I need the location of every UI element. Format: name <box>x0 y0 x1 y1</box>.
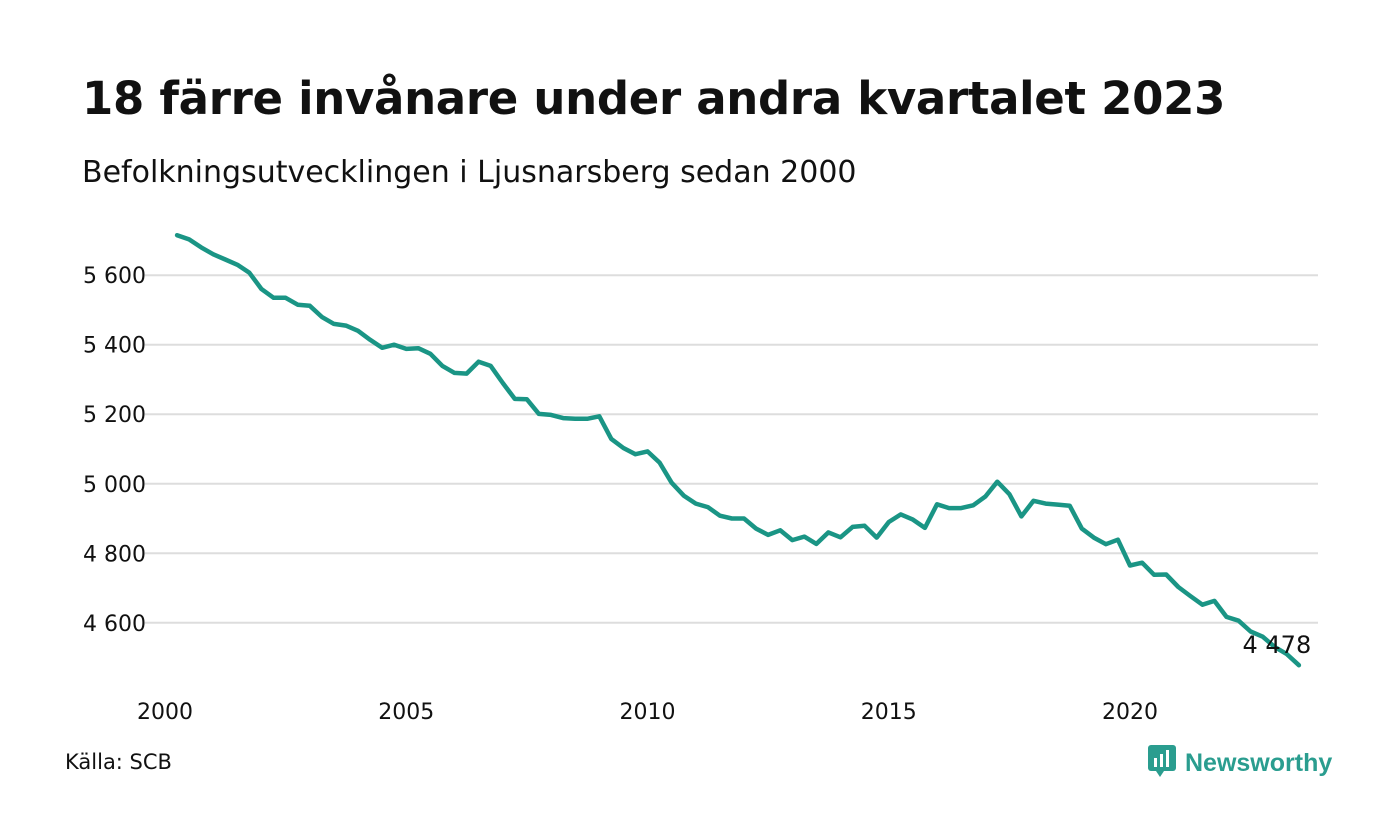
x-tick-label: 2010 <box>620 700 676 725</box>
y-tick-label: 5 400 <box>83 334 146 359</box>
source-note: Källa: SCB <box>65 750 172 774</box>
x-axis-ticks: 2000 2005 2010 2015 2020 <box>137 700 1158 725</box>
end-value-label: 4 478 <box>1243 631 1312 659</box>
chart-subtitle: Befolkningsutvecklingen i Ljusnarsberg s… <box>82 155 857 190</box>
gridlines <box>145 274 1318 624</box>
y-axis-ticks: 4 600 4 800 5 000 5 200 5 400 5 600 <box>83 264 146 637</box>
x-tick-label: 2005 <box>378 700 434 725</box>
chart-title: 18 färre invånare under andra kvartalet … <box>82 72 1226 125</box>
y-tick-label: 4 800 <box>83 542 146 567</box>
brand-name: Newsworthy <box>1185 748 1333 777</box>
y-tick-label: 5 000 <box>83 473 146 498</box>
x-tick-label: 2020 <box>1102 700 1158 725</box>
y-tick-label: 5 600 <box>83 264 146 289</box>
x-tick-label: 2015 <box>861 700 917 725</box>
series-line <box>174 232 1302 668</box>
newsworthy-brand: Newsworthy <box>1147 744 1332 782</box>
x-tick-label: 2000 <box>137 700 193 725</box>
y-tick-label: 5 200 <box>83 403 146 428</box>
newsworthy-logo-icon <box>1147 744 1177 782</box>
y-tick-label: 4 600 <box>83 612 146 637</box>
